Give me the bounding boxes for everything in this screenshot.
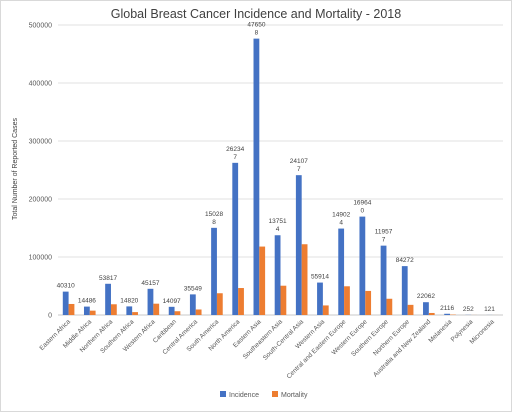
legend-swatch-incidence [220,391,226,397]
mortality-bar [407,304,414,315]
incidence-bar [253,38,260,315]
incidence-data-label-continued: 8 [212,219,216,226]
incidence-data-label: 45157 [141,280,159,287]
incidence-data-label: 26234 [226,146,244,153]
incidence-data-label: 24107 [290,158,308,165]
incidence-data-label: 15028 [205,211,223,218]
legend-label-mortality: Mortality [281,392,308,399]
incidence-bar [232,162,239,315]
incidence-bar [444,313,451,315]
mortality-bar [195,309,202,315]
incidence-data-label: 40310 [57,283,75,290]
incidence-data-label: 84272 [396,257,414,264]
incidence-data-label-continued: 0 [361,208,365,215]
incidence-data-label: 252 [463,306,474,313]
incidence-bar [295,175,302,315]
mortality-bar [68,303,75,315]
incidence-data-label: 14820 [120,297,138,304]
incidence-data-label: 2116 [440,305,454,312]
incidence-bar [126,306,133,315]
mortality-bar [428,312,435,315]
category-label: Southern Europe [350,318,390,358]
y-axis-ticks: 0 100000 200000 300000 400000 500000 [29,23,52,320]
incidence-data-label-continued: 4 [276,226,280,233]
mortality-bar [216,293,223,315]
mortality-bar [153,303,160,315]
incidence-data-label: 11957 [375,229,393,236]
incidence-bar [317,282,323,315]
mortality-bar [280,285,287,315]
y-tick-label: 200000 [29,197,52,204]
incidence-data-label-continued: 7 [233,154,237,161]
mortality-bar [386,298,393,315]
incidence-data-label: 47650 [247,22,265,29]
mortality-bar [365,290,372,315]
incidence-bar [189,294,196,315]
legend: Incidence Mortality [220,391,308,399]
mortality-bar [89,310,96,315]
incidence-data-label-continued: 4 [339,220,343,227]
incidence-data-label: 35549 [184,285,202,292]
incidence-bar [83,306,90,315]
y-tick-label: 300000 [29,139,52,146]
incidence-data-label-continued: 7 [382,237,386,244]
incidence-bar [338,228,345,315]
bars [62,38,499,315]
incidence-data-label-continued: 8 [255,30,259,37]
incidence-data-label: 53817 [99,275,117,282]
mortality-bar [238,288,244,315]
incidence-bar [423,302,429,315]
legend-label-incidence: Incidence [229,392,259,399]
mortality-bar [259,246,266,315]
legend-swatch-mortality [272,391,278,397]
incidence-data-label: 16964 [353,200,371,207]
incidence-data-label: 14486 [78,298,96,305]
mortality-bar [110,304,117,315]
incidence-bar [211,227,217,315]
mortality-bar [132,312,138,315]
mortality-bar [322,305,329,315]
incidence-data-label: 13751 [269,218,287,225]
y-tick-label: 400000 [29,81,52,88]
incidence-data-label: 22062 [417,293,435,300]
incidence-bar [401,266,408,315]
incidence-data-label: 55914 [311,274,329,281]
chart-title: Global Breast Cancer Incidence and Morta… [111,7,401,21]
mortality-bar [174,311,181,315]
y-axis-title: Total Number of Reported Cases [12,118,19,220]
incidence-data-label: 121 [484,306,495,313]
mortality-bar [344,286,350,315]
mortality-bar [301,244,308,315]
incidence-data-label: 14902 [332,212,350,219]
category-label: Melanesia [428,318,454,344]
incidence-bar [147,288,154,315]
y-tick-label: 0 [48,313,52,320]
incidence-bar [359,216,366,315]
incidence-bar [380,245,387,315]
incidence-bar [62,291,69,315]
incidence-bar [168,306,175,315]
incidence-bar [105,283,111,315]
y-tick-label: 500000 [29,23,52,30]
y-tick-label: 100000 [29,255,52,262]
incidence-data-label-continued: 7 [297,166,301,173]
incidence-data-label: 14097 [163,298,181,305]
incidence-bar [274,235,281,315]
